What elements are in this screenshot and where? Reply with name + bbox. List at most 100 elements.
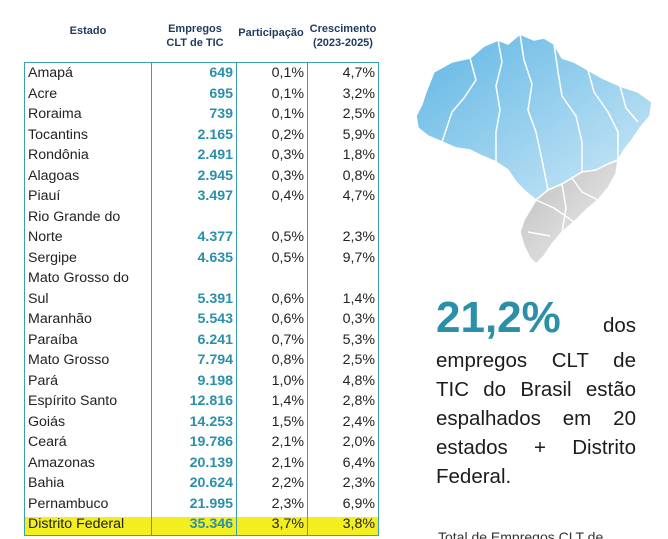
cell-estado: Piauí: [24, 186, 152, 207]
cell-crescimento: 0,3%: [307, 309, 379, 330]
cell-estado: Roraima: [24, 104, 152, 125]
cell-empregos: 20.624: [151, 473, 237, 494]
cell-empregos: 4.377: [151, 206, 237, 248]
cell-crescimento: 3,8%: [307, 514, 379, 536]
cell-empregos: 9.198: [151, 370, 237, 391]
headline-word-after: dos: [602, 314, 636, 337]
cell-participacao: 0,1%: [236, 83, 308, 104]
cell-crescimento: 1,4%: [307, 268, 379, 309]
cell-crescimento: 9,7%: [307, 247, 379, 268]
cell-participacao: 0,6%: [236, 268, 308, 309]
cell-empregos: 2.945: [151, 165, 237, 186]
header-participacao-label: Participação: [238, 27, 304, 39]
headline-text: empregos CLT de TIC do Brasil estão espa…: [436, 349, 636, 488]
headline-percent: 21,2%: [436, 293, 561, 342]
cell-estado: Distrito Federal: [24, 514, 152, 536]
cell-empregos: 19.786: [151, 432, 237, 453]
cell-estado: Mato Grosso do Sul: [24, 268, 152, 309]
cell-empregos: 7.794: [151, 350, 237, 371]
cell-crescimento: 2,3%: [307, 206, 379, 248]
cell-participacao: 0,5%: [236, 247, 308, 268]
table-row: Roraima 739 0,1% 2,5%: [24, 104, 379, 125]
cell-participacao: 0,1%: [236, 104, 308, 125]
cell-participacao: 1,4%: [236, 391, 308, 412]
brazil-map-icon: [415, 33, 653, 265]
cell-participacao: 0,8%: [236, 350, 308, 371]
table-row: Amapá 649 0,1% 4,7%: [24, 62, 379, 84]
cell-estado: Ceará: [24, 432, 152, 453]
table-row: Mato Grosso do Sul 5.391 0,6% 1,4%: [24, 268, 379, 309]
headline: 21,2% dos empregos CLT de TIC do Brasil …: [436, 288, 636, 491]
table-row: Alagoas 2.945 0,3% 0,8%: [24, 165, 379, 186]
cell-estado: Rio Grande do Norte: [24, 206, 152, 248]
cell-participacao: 0,1%: [236, 62, 308, 84]
cell-empregos: 649: [151, 62, 237, 84]
cell-estado: Paraíba: [24, 329, 152, 350]
cell-crescimento: 2,5%: [307, 350, 379, 371]
cell-participacao: 0,3%: [236, 145, 308, 166]
cell-crescimento: 4,7%: [307, 186, 379, 207]
cell-crescimento: 2,0%: [307, 432, 379, 453]
cell-crescimento: 4,8%: [307, 370, 379, 391]
table-row: Tocantins 2.165 0,2% 5,9%: [24, 124, 379, 145]
header-crescimento: Crescimento (2023-2025): [307, 22, 379, 50]
cell-empregos: 4.635: [151, 247, 237, 268]
cell-empregos: 739: [151, 104, 237, 125]
cell-crescimento: 6,4%: [307, 452, 379, 473]
header-crescimento-line2: (2023-2025): [313, 37, 373, 49]
cell-participacao: 2,2%: [236, 473, 308, 494]
header-participacao: Participação: [236, 26, 306, 40]
cell-participacao: 1,5%: [236, 411, 308, 432]
cell-crescimento: 4,7%: [307, 62, 379, 84]
cell-estado: Espírito Santo: [24, 391, 152, 412]
cell-crescimento: 1,8%: [307, 145, 379, 166]
cell-estado: Amapá: [24, 62, 152, 84]
table-row: Ceará 19.786 2,1% 2,0%: [24, 432, 379, 453]
cell-empregos: 695: [151, 83, 237, 104]
table-row: Amazonas 20.139 2,1% 6,4%: [24, 452, 379, 473]
cell-crescimento: 0,8%: [307, 165, 379, 186]
table-row: Goiás 14.253 1,5% 2,4%: [24, 411, 379, 432]
cell-empregos: 5.391: [151, 268, 237, 309]
cell-participacao: 0,3%: [236, 165, 308, 186]
cell-empregos: 6.241: [151, 329, 237, 350]
table-row: Acre 695 0,1% 3,2%: [24, 83, 379, 104]
cell-participacao: 0,5%: [236, 206, 308, 248]
cell-estado: Rondônia: [24, 145, 152, 166]
table-row: Distrito Federal 35.346 3,7% 3,8%: [24, 514, 379, 536]
cell-participacao: 1,0%: [236, 370, 308, 391]
cell-participacao: 3,7%: [236, 514, 308, 536]
header-estado-label: Estado: [69, 25, 107, 37]
cell-estado: Tocantins: [24, 124, 152, 145]
cell-participacao: 2,3%: [236, 493, 308, 514]
table-row: Mato Grosso 7.794 0,8% 2,5%: [24, 350, 379, 371]
header-estado: Estado: [24, 24, 152, 38]
table-row: Sergipe 4.635 0,5% 9,7%: [24, 247, 379, 268]
cell-empregos: 35.346: [151, 514, 237, 536]
cell-empregos: 5.543: [151, 309, 237, 330]
cell-empregos: 20.139: [151, 452, 237, 473]
cell-crescimento: 5,9%: [307, 124, 379, 145]
cell-participacao: 0,2%: [236, 124, 308, 145]
cell-estado: Sergipe: [24, 247, 152, 268]
cell-participacao: 0,7%: [236, 329, 308, 350]
table-header: Estado Empregos CLT de TIC Participação …: [24, 18, 386, 62]
cell-estado: Acre: [24, 83, 152, 104]
cell-crescimento: 2,8%: [307, 391, 379, 412]
cell-estado: Amazonas: [24, 452, 152, 473]
cell-empregos: 14.253: [151, 411, 237, 432]
table-row: Rondônia 2.491 0,3% 1,8%: [24, 145, 379, 166]
cell-estado: Maranhão: [24, 309, 152, 330]
cell-crescimento: 6,9%: [307, 493, 379, 514]
employment-table: Estado Empregos CLT de TIC Participação …: [24, 18, 386, 536]
cell-participacao: 0,6%: [236, 309, 308, 330]
table-row: Pernambuco 21.995 2,3% 6,9%: [24, 493, 379, 514]
table-row: Piauí 3.497 0,4% 4,7%: [24, 186, 379, 207]
cell-crescimento: 2,4%: [307, 411, 379, 432]
footer-cut-text: Total de Empregos CLT de: [438, 529, 604, 539]
cell-estado: Mato Grosso: [24, 350, 152, 371]
cell-empregos: 12.816: [151, 391, 237, 412]
cell-crescimento: 5,3%: [307, 329, 379, 350]
cell-participacao: 0,4%: [236, 186, 308, 207]
